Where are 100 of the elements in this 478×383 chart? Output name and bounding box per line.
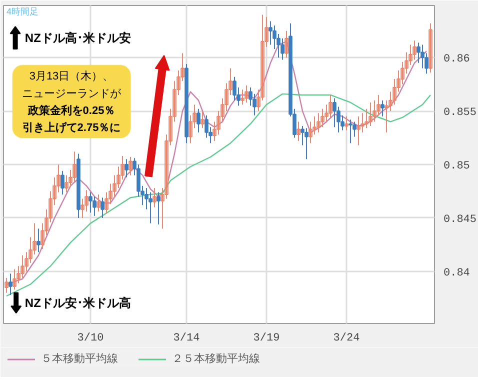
candlestick [200, 110, 204, 129]
candlestick [348, 119, 352, 144]
candlestick [108, 183, 112, 205]
candlestick [80, 198, 84, 218]
candlestick [8, 273, 12, 296]
candlestick [116, 166, 120, 189]
candlestick [428, 22, 432, 74]
candlestick [12, 268, 16, 290]
candlestick [92, 196, 96, 216]
candlestick [124, 158, 128, 178]
candlestick [164, 134, 168, 200]
annotation: 引き上げて2.75％に [22, 121, 121, 134]
y-tick-label: 0.86 [444, 54, 470, 66]
annotation: 4時間足 [6, 6, 39, 17]
candlestick [328, 94, 332, 118]
candlestick [220, 98, 224, 122]
candlestick [312, 116, 316, 136]
candlestick [188, 114, 192, 144]
candlestick [388, 91, 392, 112]
candlestick [240, 89, 244, 106]
candlestick [364, 108, 368, 129]
candlestick [268, 20, 272, 46]
candlestick [156, 192, 160, 225]
candlestick [112, 174, 116, 198]
candlestick [32, 222, 36, 255]
candlestick [304, 128, 308, 160]
legend-label: ５本移動平均線 [41, 352, 118, 366]
annotation: NZドル高･米ドル安 [24, 30, 131, 45]
candlestick [216, 110, 220, 136]
candlestick [40, 222, 44, 250]
candlestick [404, 52, 408, 74]
candlestick [24, 252, 28, 272]
candlestick [372, 100, 376, 122]
candlestick [196, 108, 200, 133]
candlestick [384, 100, 388, 133]
candlestick [368, 102, 372, 127]
candlestick [320, 108, 324, 128]
candlestick [228, 68, 232, 96]
candlestick [60, 170, 64, 195]
candlestick [256, 89, 260, 112]
candlestick [356, 116, 360, 146]
candlestick [52, 176, 56, 206]
candlestick [400, 61, 404, 85]
candlestick [68, 169, 72, 188]
x-tick-label: 3/19 [253, 332, 280, 344]
candlestick [168, 108, 172, 146]
x-tick-label: 3/14 [173, 332, 200, 344]
candlestick [316, 112, 320, 133]
candlestick [96, 194, 100, 212]
candlestick [84, 190, 88, 212]
candlestick [36, 228, 40, 253]
candlestick [72, 151, 76, 182]
annotation: ニュージーランドが [22, 88, 122, 100]
x-tick-label: 3/24 [333, 332, 360, 344]
y-tick-label: 0.84 [444, 267, 470, 280]
candlestick [28, 236, 32, 264]
candlestick [192, 104, 196, 129]
candlestick [392, 78, 396, 106]
candlestick [280, 38, 284, 60]
candlestick [380, 100, 384, 117]
legend-label: ２５本移動平均線 [172, 352, 260, 366]
candlestick [180, 52, 184, 82]
candlestick [212, 121, 216, 142]
candlestick [104, 192, 108, 214]
candlestick [152, 188, 156, 208]
candlestick [224, 82, 228, 112]
candlestick [128, 156, 132, 176]
candlestick [176, 70, 180, 96]
candlestick [64, 174, 68, 193]
candlestick [4, 277, 8, 294]
y-tick-label: 0.85 [444, 160, 470, 172]
annotation: NZドル安･米ドル高 [24, 296, 131, 310]
candlestick [296, 121, 300, 142]
candlestick [160, 188, 164, 230]
candlestick [412, 40, 416, 60]
candlestick [376, 94, 380, 116]
candlestick [172, 80, 176, 122]
candlestick [260, 14, 264, 101]
candlestick [56, 164, 60, 193]
annotation: 3月13日（木）、 [29, 70, 114, 82]
x-tick-label: 3/10 [77, 332, 104, 344]
candlestick [408, 44, 412, 66]
candlestick [264, 16, 268, 48]
candlestick [148, 192, 152, 224]
candlestick [48, 190, 52, 223]
candlestick [16, 266, 20, 284]
y-tick-label: 0.855 [444, 107, 477, 120]
candlestick [120, 155, 124, 180]
candlestick [284, 30, 288, 58]
candlestick [360, 112, 364, 133]
candlestick [44, 208, 48, 236]
candlestick [396, 70, 400, 92]
y-tick-label: 0.845 [444, 214, 477, 226]
candlestick [100, 197, 104, 218]
candlestick [20, 254, 24, 278]
candlestick [324, 104, 328, 122]
candlestick [88, 192, 92, 214]
candlestick [308, 121, 312, 144]
candlestick [344, 116, 348, 131]
annotation: 政策金利を0.25％ [26, 104, 116, 118]
